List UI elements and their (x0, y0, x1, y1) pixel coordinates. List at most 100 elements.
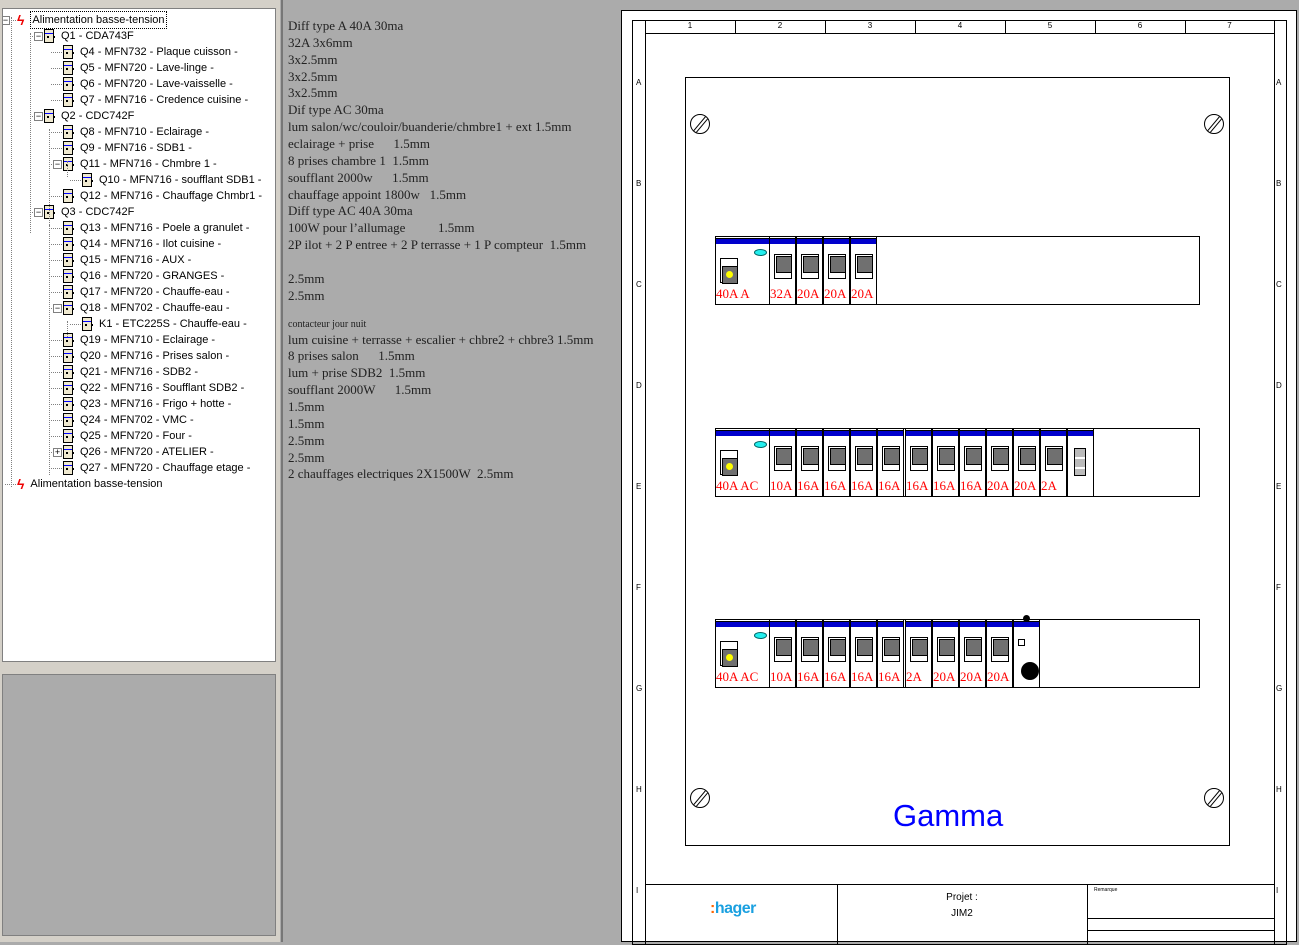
tree-item[interactable]: Q27 - MFN720 - Chauffage etage - (63, 460, 250, 476)
note-line: 100W pour l’allumage 1.5mm (288, 220, 475, 236)
contactor-module[interactable] (1067, 428, 1094, 496)
tree-connector (67, 321, 68, 337)
tree-item[interactable]: Q13 - MFN716 - Poele a granulet - (63, 220, 249, 236)
note-line: soufflant 2000W 1.5mm (288, 382, 432, 398)
tree-item[interactable]: Q7 - MFN716 - Credence cuisine - (63, 92, 248, 108)
note-line: Dif type AC 30ma (288, 102, 384, 118)
circuit-breaker[interactable]: 16A (877, 619, 904, 687)
contactor-icon (82, 317, 93, 331)
circuit-breaker[interactable]: 2A (1040, 428, 1067, 496)
circuit-breaker[interactable]: 20A (986, 619, 1013, 687)
row-letter: D (636, 381, 642, 390)
tree-item[interactable]: Q11 - MFN716 - Chmbre 1 - (63, 156, 217, 172)
main-breaker[interactable]: 40A AC (715, 619, 770, 687)
breaker-rating: 10A (770, 478, 793, 493)
tree-item[interactable]: K1 - ETC225S - Chauffe-eau - (82, 316, 247, 332)
tree-item[interactable]: Q20 - MFN716 - Prises salon - (63, 348, 229, 364)
row-letter: F (1276, 583, 1281, 592)
tree-item[interactable]: Q14 - MFN716 - Ilot cuisine - (63, 236, 221, 252)
tree-item-label: Q7 - MFN716 - Credence cuisine - (80, 94, 249, 106)
collapse-icon[interactable]: − (53, 159, 62, 169)
tree-connector (51, 68, 62, 69)
tree-item[interactable]: Q1 - CDA743F (44, 28, 134, 44)
tree-item[interactable]: Q5 - MFN720 - Lave-linge - (63, 60, 214, 76)
circuit-breaker[interactable]: 10A (769, 619, 796, 687)
tree-connector (51, 52, 62, 53)
breaker-rating: 20A (797, 286, 820, 301)
breaker-rating: 16A (906, 478, 929, 493)
tree-item[interactable]: Q22 - MFN716 - Soufflant SDB2 - (63, 380, 244, 396)
tree-item[interactable]: ϟ Alimentation basse-tension (17, 476, 163, 492)
circuit-breaker[interactable]: 16A (796, 619, 823, 687)
tree-item[interactable]: Q6 - MFN720 - Lave-vaisselle - (63, 76, 233, 92)
tree-item[interactable]: Q19 - MFN710 - Eclairage - (63, 332, 215, 348)
breaker-rating: 20A (987, 669, 1010, 684)
tree-item[interactable]: Q4 - MFN732 - Plaque cuisson - (63, 44, 238, 60)
main-breaker[interactable]: 40A A (715, 236, 770, 304)
pin-icon (1023, 615, 1030, 622)
circuit-breaker[interactable]: 20A (1013, 428, 1040, 496)
collapse-icon[interactable]: − (2, 15, 10, 25)
tree-item[interactable]: Q23 - MFN716 - Frigo + hotte - (63, 396, 231, 412)
row-letter: B (636, 179, 642, 188)
timer-module[interactable] (1013, 615, 1040, 687)
circuit-breaker[interactable]: 16A (932, 428, 959, 496)
tree-item[interactable]: Q2 - CDC742F (44, 108, 134, 124)
tree-item[interactable]: Q15 - MFN716 - AUX - (63, 252, 191, 268)
circuit-breaker[interactable]: 16A (823, 619, 850, 687)
circuit-breaker[interactable]: 20A (823, 236, 850, 304)
tree-item[interactable]: Q3 - CDC742F (44, 204, 134, 220)
circuit-breaker[interactable]: 16A (796, 428, 823, 496)
tree-item[interactable]: Q18 - MFN702 - Chauffe-eau - (63, 300, 230, 316)
tree-item-label: Alimentation basse-tension (30, 11, 167, 29)
tree-connector (51, 244, 62, 245)
circuit-breaker[interactable]: 20A (850, 236, 877, 304)
main-breaker[interactable]: 40A AC (715, 428, 770, 496)
circuit-breaker[interactable]: 20A (796, 236, 823, 304)
tree-item[interactable]: Q8 - MFN710 - Eclairage - (63, 124, 209, 140)
circuit-breaker[interactable]: 16A (877, 428, 904, 496)
tree-item[interactable]: Q21 - MFN716 - SDB2 - (63, 364, 198, 380)
collapse-icon[interactable]: − (34, 111, 43, 121)
circuit-breaker[interactable]: 20A (932, 619, 959, 687)
tree-item[interactable]: Q9 - MFN716 - SDB1 - (63, 140, 192, 156)
tree-item[interactable]: Q10 - MFN716 - soufflant SDB1 - (82, 172, 261, 188)
breaker-icon (63, 189, 74, 203)
tree-item[interactable]: Q17 - MFN720 - Chauffe-eau - (63, 284, 230, 300)
tree-item-label: Q13 - MFN716 - Poele a granulet - (80, 222, 250, 234)
circuit-breaker[interactable]: 2A (905, 619, 932, 687)
circuit-breaker[interactable]: 16A (905, 428, 932, 496)
timer-knob-icon[interactable] (1021, 662, 1039, 680)
breaker-rating: 32A (770, 286, 793, 301)
column-number: 2 (777, 21, 783, 30)
collapse-icon[interactable]: − (34, 207, 43, 217)
breaker-rating: 16A (851, 669, 874, 684)
circuit-breaker[interactable]: 16A (823, 428, 850, 496)
tree-connector (51, 260, 62, 261)
tree-item[interactable]: Q24 - MFN702 - VMC - (63, 412, 194, 428)
tree-item[interactable]: Q16 - MFN720 - GRANGES - (63, 268, 224, 284)
expand-icon[interactable]: + (53, 447, 62, 457)
circuit-breaker[interactable]: 10A (769, 428, 796, 496)
circuit-breaker[interactable]: 16A (959, 428, 986, 496)
breaker-handle-icon (828, 254, 846, 279)
tree-item-label: Q24 - MFN702 - VMC - (80, 414, 194, 426)
tree-item[interactable]: Q26 - MFN720 - ATELIER - (63, 444, 214, 460)
circuit-breaker[interactable]: 32A (769, 236, 796, 304)
circuit-breaker[interactable]: 20A (986, 428, 1013, 496)
collapse-icon[interactable]: − (34, 31, 43, 41)
breaker-handle-icon (774, 254, 792, 279)
tree-item-label: Q22 - MFN716 - Soufflant SDB2 - (80, 382, 245, 394)
circuit-breaker[interactable]: 16A (850, 428, 877, 496)
tree-item-label: Q16 - MFN720 - GRANGES - (80, 270, 225, 282)
tree-item[interactable]: ϟ Alimentation basse-tension (17, 11, 167, 29)
tree-connector (51, 84, 62, 85)
circuit-breaker[interactable]: 16A (850, 619, 877, 687)
row-letter: H (1276, 785, 1282, 794)
collapse-icon[interactable]: − (53, 303, 62, 313)
tree-item[interactable]: Q25 - MFN720 - Four - (63, 428, 192, 444)
circuit-breaker[interactable]: 20A (959, 619, 986, 687)
tree-item[interactable]: Q12 - MFN716 - Chauffage Chmbr1 - (63, 188, 262, 204)
circuit-tree[interactable]: ϟ Alimentation basse-tension − Q1 - CDA743F… (2, 8, 276, 662)
breaker-handle-icon (855, 446, 873, 471)
